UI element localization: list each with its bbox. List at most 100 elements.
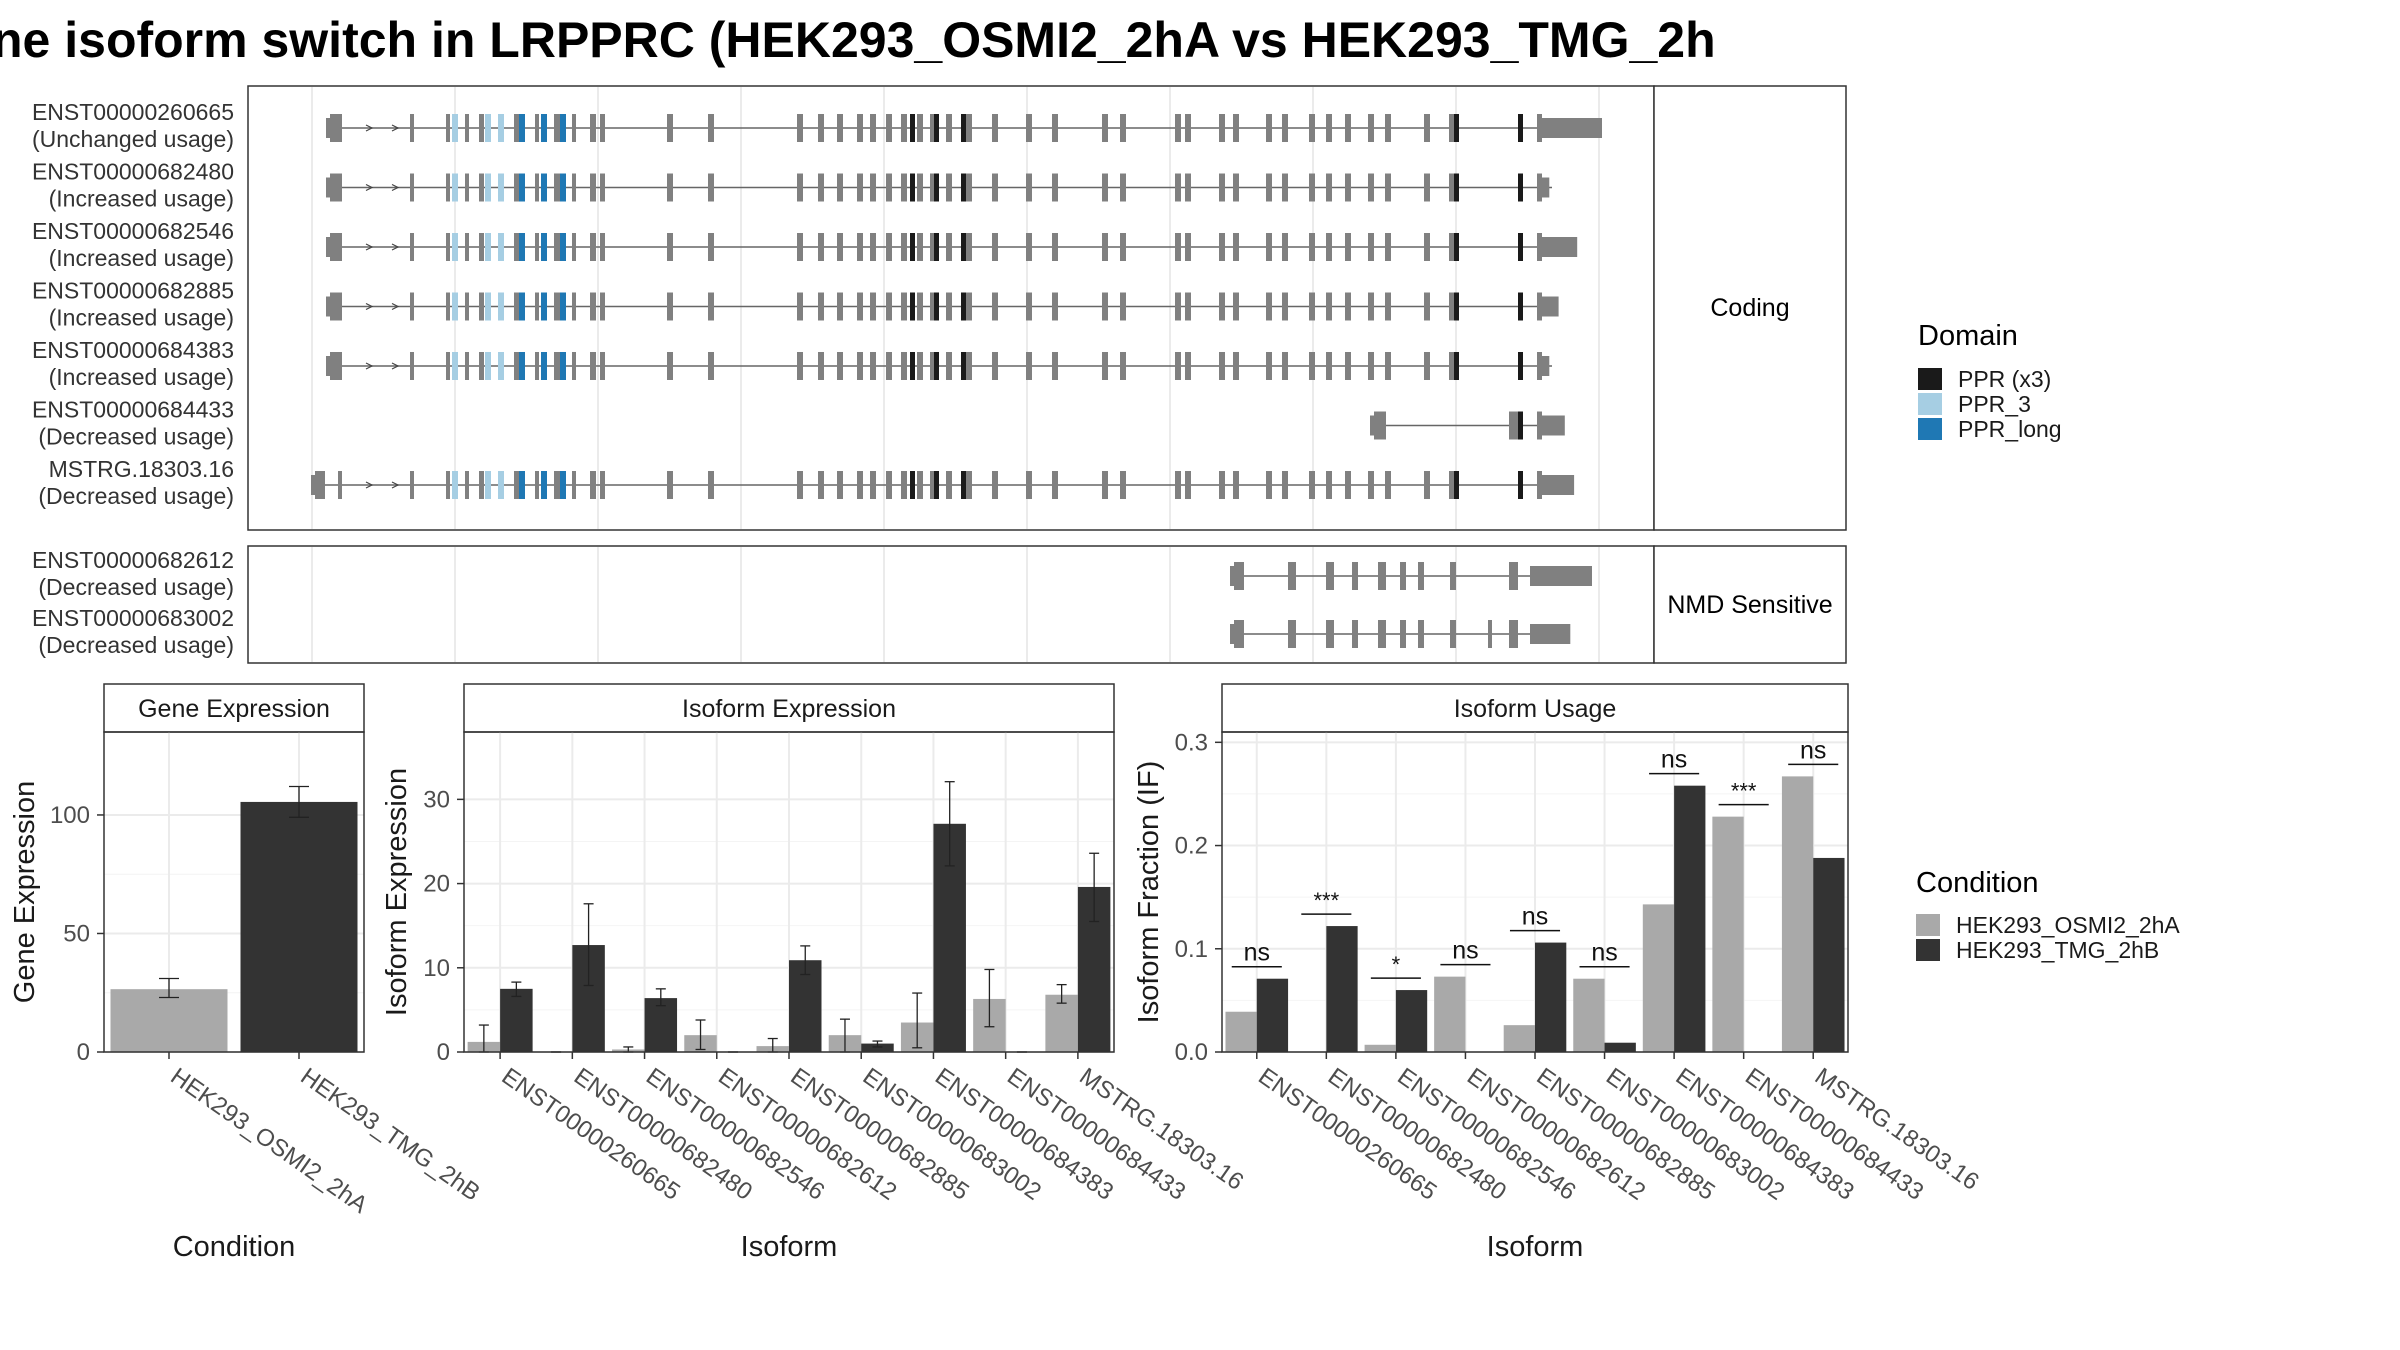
exon <box>1509 620 1518 648</box>
exon <box>1537 411 1542 440</box>
bar <box>110 989 228 1052</box>
exon <box>554 114 560 142</box>
exon <box>1385 114 1391 142</box>
transcript-usage: (Unchanged usage) <box>32 126 234 152</box>
exon <box>446 173 450 202</box>
exon <box>1326 233 1332 261</box>
exon <box>797 292 803 321</box>
exon <box>1400 620 1406 648</box>
domain-pprx3 <box>1454 173 1459 202</box>
exon <box>1345 471 1351 499</box>
exon <box>1234 620 1244 648</box>
exon <box>514 173 519 202</box>
exon <box>554 352 560 380</box>
exon <box>1418 620 1424 648</box>
y-tick-label: 30 <box>423 786 450 813</box>
exon <box>338 352 342 380</box>
exon <box>818 233 824 261</box>
exon <box>917 233 923 261</box>
utr-exon <box>1540 415 1565 436</box>
exon <box>1368 352 1374 380</box>
exon <box>1282 292 1288 321</box>
exon <box>1424 292 1430 321</box>
bar <box>644 998 678 1052</box>
exon <box>535 173 539 202</box>
domain-pprx3 <box>910 173 915 202</box>
exon <box>1345 233 1351 261</box>
exon <box>1120 352 1126 380</box>
y-tick-label: 0.2 <box>1175 833 1208 860</box>
strand-arrow <box>391 481 400 489</box>
exon <box>1266 471 1272 499</box>
exon <box>1345 114 1351 142</box>
exon <box>1288 620 1296 648</box>
domain-pprx3 <box>961 292 966 321</box>
exon <box>1120 114 1126 142</box>
exon <box>837 114 843 142</box>
exon <box>1345 352 1351 380</box>
exon <box>992 114 998 142</box>
exon <box>514 352 519 380</box>
exon <box>1309 173 1315 202</box>
legend-key <box>1918 393 1942 415</box>
exon <box>1175 233 1181 261</box>
exon <box>992 352 998 380</box>
utr-exon <box>1540 237 1578 257</box>
exon <box>572 114 576 142</box>
legend-label: PPR_long <box>1958 416 2062 442</box>
exon <box>465 471 469 499</box>
transcript-id: ENST00000682885 <box>32 278 234 304</box>
exon <box>1352 562 1358 590</box>
exon <box>338 471 342 499</box>
legend-key <box>1918 368 1942 390</box>
domain-ppr3 <box>498 114 504 142</box>
bar <box>1045 994 1078 1052</box>
coding-transcripts <box>311 114 1602 499</box>
exon <box>1282 233 1288 261</box>
bar <box>1813 857 1845 1052</box>
exon <box>870 233 876 261</box>
exon <box>479 173 484 202</box>
exon <box>797 114 803 142</box>
domain-ppr3 <box>498 292 504 321</box>
exon <box>338 114 342 142</box>
domain-pprx3 <box>1518 233 1523 261</box>
exon <box>870 292 876 321</box>
x-axis-title: Condition <box>173 1231 296 1263</box>
exon <box>1368 471 1374 499</box>
exon <box>446 471 450 499</box>
domain-ppr3 <box>452 471 458 499</box>
domain-pprx3 <box>910 471 915 499</box>
exon <box>1219 292 1225 321</box>
exon <box>1385 233 1391 261</box>
exon <box>1450 562 1456 590</box>
exon <box>1052 173 1058 202</box>
exon <box>870 352 876 380</box>
exon <box>1026 471 1032 499</box>
exon <box>857 292 863 321</box>
utr-exon <box>1530 624 1571 644</box>
exon <box>1175 114 1181 142</box>
exon <box>857 173 863 202</box>
transcript-id: ENST00000260665 <box>32 99 234 125</box>
exon <box>1233 233 1239 261</box>
facet-strip <box>1221 683 1849 733</box>
exon <box>930 352 936 380</box>
exon <box>1026 233 1032 261</box>
domain-pprlong <box>541 352 547 380</box>
exon <box>1052 352 1058 380</box>
exon <box>946 471 952 499</box>
coding-transcript-labels: ENST00000260665(Unchanged usage) ENST0000… <box>32 99 234 509</box>
domain-legend-title: Domain <box>1918 320 2018 352</box>
exon <box>1449 114 1455 142</box>
utr-exon <box>326 356 334 376</box>
exon <box>1378 620 1386 648</box>
exon <box>837 352 843 380</box>
domain-pprx3 <box>961 471 966 499</box>
domain-pprx3 <box>1454 114 1459 142</box>
exon <box>1368 173 1374 202</box>
exon <box>1352 620 1358 648</box>
domain-ppr3 <box>452 114 458 142</box>
utr-exon <box>326 118 334 138</box>
exon <box>1102 471 1108 499</box>
